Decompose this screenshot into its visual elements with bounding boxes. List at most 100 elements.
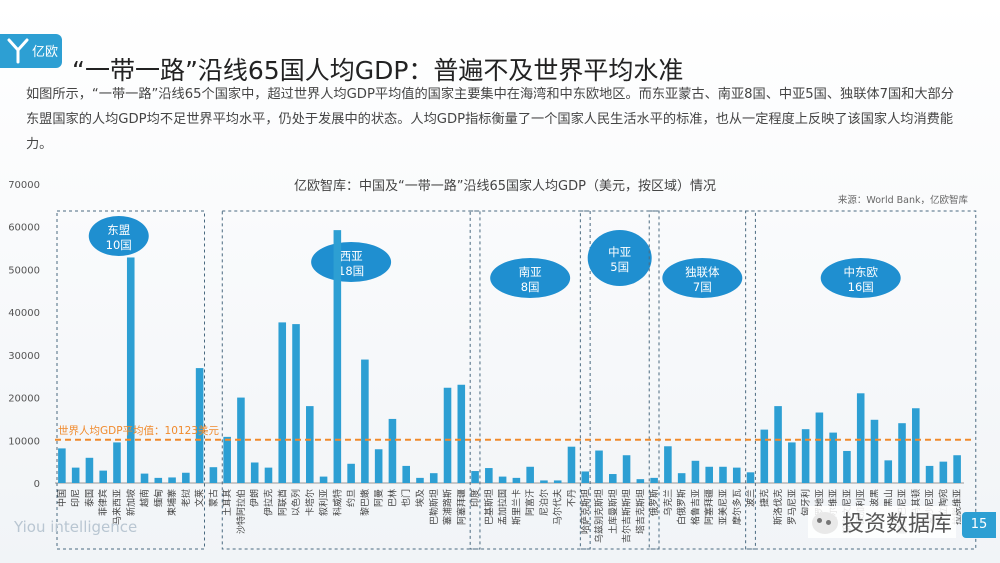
bar-马其顿 [912, 408, 920, 483]
x-tick-label: 乌兹别克斯坦 [593, 489, 605, 543]
x-tick-label: 阿联酋 [276, 489, 288, 516]
x-tick-label: 马来西亚 [112, 489, 123, 525]
bar-俄罗斯 [650, 477, 658, 483]
region-bubble [311, 242, 392, 282]
x-tick-label: 马尔代夫 [552, 489, 564, 525]
region-box-1 [56, 210, 205, 550]
x-tick-label: 埃及 [414, 489, 426, 507]
bar-斯里兰卡 [512, 477, 521, 483]
x-tick-label: 罗马尼亚 [787, 489, 798, 525]
bar-不丹 [567, 446, 576, 483]
bar-匈牙利 [801, 429, 810, 483]
bar-阿塞拜疆 [705, 466, 713, 483]
region-name: 中亚 [608, 245, 631, 259]
bar-也门 [402, 465, 410, 483]
bar-塞浦路斯 [443, 387, 452, 483]
bar-土耳其 [223, 436, 231, 483]
x-tick-label: 塔吉克斯坦 [634, 489, 646, 534]
bar-格鲁吉亚 [691, 460, 700, 483]
x-tick-label: 柬埔寨 [166, 489, 178, 516]
bar-塞尔维亚 [829, 432, 837, 483]
bar-柬埔寨 [168, 477, 176, 483]
page-title: “一带一路”沿线65国人均GDP：普遍不及世界平均水准 [72, 55, 684, 85]
gdp-bar-chart: 亿欧智库：中国及“一带一路”沿线65国家人均GDP（美元，按区域）情况来源：Wo… [8, 178, 977, 550]
wechat-icon [812, 512, 838, 534]
region-bubble [587, 230, 652, 286]
bar-罗马尼亚 [788, 442, 796, 483]
logo-text: 亿欧 [32, 45, 59, 60]
x-tick-label: 蒙古 [207, 489, 219, 507]
x-tick-label: 乌克兰 [662, 489, 674, 516]
x-tick-label: 巴林 [386, 489, 398, 507]
region-name: 西亚 [340, 249, 363, 263]
x-tick-label: 阿曼 [374, 489, 385, 507]
bar-阿尔巴尼亚 [898, 423, 906, 483]
bar-马尔代夫 [553, 480, 562, 483]
region-count: 10国 [106, 238, 132, 252]
x-tick-label: 约旦 [345, 489, 357, 507]
region-count: 16国 [848, 280, 874, 294]
x-tick-label: 老挝 [180, 489, 192, 507]
x-tick-label: 摩尔多瓦 [731, 489, 743, 525]
x-tick-label: 孟加拉国 [497, 489, 509, 525]
bar-白俄罗斯 [677, 473, 686, 483]
bar-波黑 [870, 419, 879, 483]
bar-伊朗 [250, 462, 259, 483]
x-tick-label: 捷克 [758, 489, 770, 507]
x-tick-label: 土耳其 [221, 489, 233, 516]
bar-克罗地亚 [815, 412, 824, 483]
region-name: 南亚 [519, 265, 542, 279]
y-tick-label: 0 [34, 479, 40, 490]
x-tick-label: 亚美尼亚 [717, 489, 729, 525]
bar-卡塔尔 [306, 406, 314, 483]
bar-乌兹别克斯坦 [595, 450, 603, 483]
bar-巴林 [388, 418, 397, 483]
x-tick-label: 波黑 [868, 489, 880, 507]
bar-泰国 [85, 457, 94, 483]
bar-巴基斯坦 [485, 468, 493, 483]
region-count: 7国 [693, 280, 712, 294]
x-tick-label: 土库曼斯坦 [607, 489, 619, 534]
x-tick-label: 印尼 [70, 489, 82, 507]
intro-paragraph: 如图所示，“一带一路”沿线65个国家中，超过世界人均GDP平均值的国家主要集中在… [26, 87, 954, 152]
y-tick-label: 70000 [8, 180, 40, 191]
bar-土库曼斯坦 [609, 474, 617, 483]
bar-哈萨克斯坦 [581, 471, 590, 483]
bar-叙利亚 [319, 476, 328, 483]
bar-阿富汗 [526, 466, 534, 483]
bar-马来西亚 [113, 442, 121, 483]
x-tick-label: 波兰 [745, 489, 757, 507]
x-tick-label: 阿塞拜疆 [455, 489, 467, 525]
bar-约旦 [347, 463, 355, 483]
bar-以色列 [292, 324, 300, 483]
x-tick-label: 菲律宾 [97, 489, 109, 516]
region-bubble [662, 258, 743, 298]
bar-伊拉克 [264, 467, 273, 483]
x-tick-label: 也门 [400, 489, 412, 507]
x-tick-label: 新加坡 [125, 489, 137, 516]
region-bubble [820, 258, 901, 298]
bar-塔吉克斯坦 [636, 479, 645, 483]
y-tick-label: 40000 [8, 308, 40, 319]
bar-老挝 [182, 472, 190, 483]
x-tick-label: 巴勒斯坦 [428, 489, 440, 525]
x-tick-label: 白俄罗斯 [676, 489, 688, 525]
x-tick-label: 伊拉克 [262, 489, 274, 516]
x-tick-label: 斯洛伐克 [772, 489, 784, 525]
bar-文莱 [195, 368, 204, 483]
x-tick-label: 科威特 [331, 489, 343, 516]
bar-阿曼 [374, 449, 383, 483]
brand-logo: 亿欧 [0, 34, 62, 68]
y-tick-label: 50000 [8, 265, 40, 276]
chart-source: 来源：World Bank，亿欧智库 [838, 194, 969, 206]
bar-孟加拉国 [498, 476, 507, 483]
region-name: 中东欧 [843, 265, 878, 279]
bar-斯洛文尼亚 [843, 450, 851, 483]
bar-缅甸 [154, 477, 163, 483]
bar-越南 [140, 473, 149, 483]
bar-埃及 [416, 477, 424, 483]
x-tick-label: 中国 [56, 489, 68, 507]
x-tick-label: 不丹 [566, 489, 577, 507]
bar-科威特 [333, 230, 342, 483]
region-bubble [88, 216, 149, 256]
